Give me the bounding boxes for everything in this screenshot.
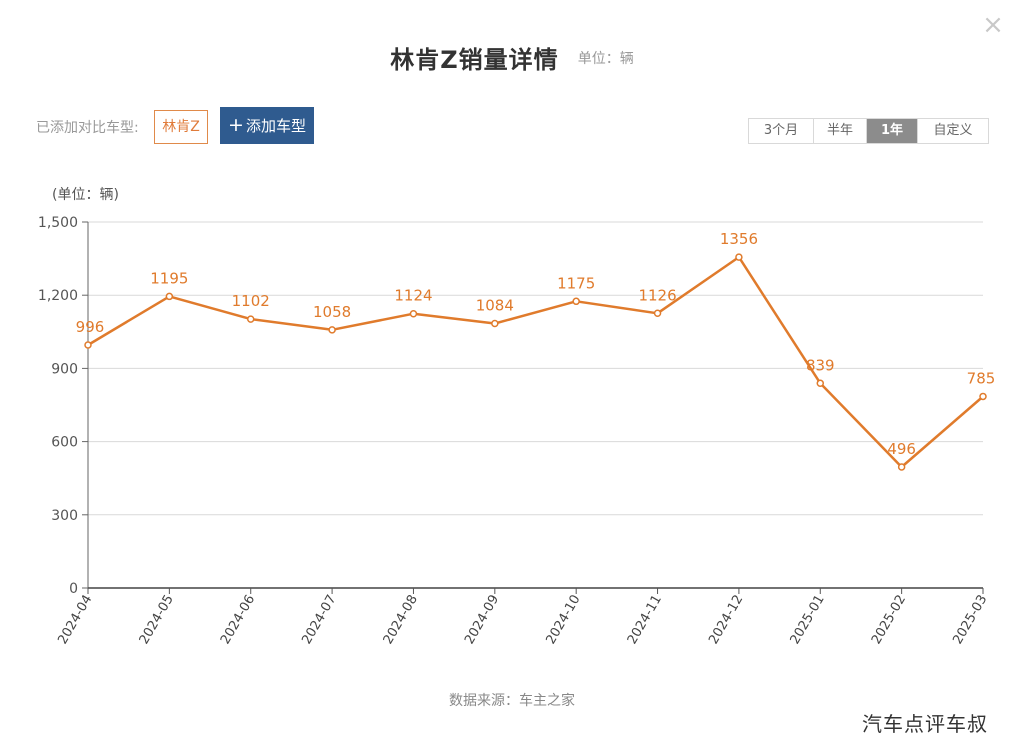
- data-point: [816, 379, 825, 388]
- add-model-label: 添加车型: [245, 117, 306, 135]
- y-axis-unit-label: (单位：辆): [52, 187, 119, 203]
- data-point: [572, 297, 580, 306]
- x-tick-label: 2024-06: [218, 593, 258, 648]
- data-point: [328, 326, 336, 334]
- data-label: 1084: [476, 297, 514, 315]
- range-3-months[interactable]: 3个月: [749, 119, 814, 143]
- x-tick-label: 2024-09: [462, 593, 502, 648]
- x-tick-label: 2024-08: [381, 593, 421, 648]
- data-label: 1058: [313, 303, 351, 321]
- data-point: [491, 319, 499, 328]
- y-tick-label: 0: [69, 581, 78, 597]
- data-source: 数据来源：车主之家: [449, 693, 575, 709]
- add-model-button[interactable]: + 添加车型: [220, 107, 314, 144]
- title-unit: 单位：辆: [577, 50, 634, 67]
- compare-label: 已添加对比车型:: [36, 120, 139, 136]
- data-label: 1102: [232, 292, 270, 310]
- data-point: [84, 341, 92, 349]
- sales-series-line: [87, 255, 984, 469]
- data-label: 785: [967, 369, 996, 387]
- data-label: 839: [806, 356, 835, 374]
- data-label: 1124: [394, 287, 432, 305]
- x-tick-label: 2025-02: [869, 593, 909, 648]
- x-tick-label: 2024-05: [137, 593, 177, 648]
- data-point: [165, 292, 174, 301]
- data-point: [653, 309, 662, 318]
- data-label: 1175: [557, 274, 595, 292]
- watermark-text: 汽车点评车叔: [862, 712, 988, 736]
- y-tick-label: 1,200: [38, 288, 78, 304]
- chart-title: 林肯Z销量详情: [390, 46, 559, 74]
- x-tick-label: 2024-10: [543, 593, 583, 648]
- y-tick-label: 900: [51, 361, 78, 377]
- y-tick-label: 1,500: [38, 215, 78, 231]
- range-custom[interactable]: 自定义: [933, 123, 973, 138]
- data-label: 496: [887, 440, 916, 458]
- x-tick-label: 2025-01: [788, 593, 828, 648]
- data-point: [897, 463, 906, 471]
- y-tick-label: 300: [51, 508, 78, 524]
- data-point: [246, 315, 255, 323]
- data-point: [409, 309, 418, 318]
- chart-header: 林肯Z销量详情 单位：辆: [0, 40, 1024, 75]
- data-point: [735, 253, 743, 261]
- data-label: 1126: [638, 286, 676, 304]
- x-tick-label: 2025-03: [950, 593, 990, 648]
- close-icon[interactable]: ×: [982, 10, 1004, 40]
- x-tick-label: 2024-11: [625, 593, 665, 648]
- range-half-year[interactable]: 半年: [814, 119, 867, 143]
- x-tick-label: 2024-12: [706, 593, 746, 648]
- x-tick-label: 2024-07: [299, 593, 339, 648]
- data-label: 1356: [720, 230, 758, 248]
- compare-model-tag[interactable]: 林肯Z: [154, 110, 208, 144]
- data-label: 996: [76, 318, 105, 336]
- data-point: [979, 392, 987, 401]
- data-label: 1195: [150, 269, 188, 287]
- x-tick-label: 2024-04: [55, 593, 95, 648]
- range-1-year[interactable]: 1年: [867, 119, 918, 143]
- time-range-selector: 3个月 半年 1年 自定义: [748, 118, 989, 144]
- plus-icon: +: [228, 114, 244, 136]
- y-tick-label: 600: [51, 435, 78, 451]
